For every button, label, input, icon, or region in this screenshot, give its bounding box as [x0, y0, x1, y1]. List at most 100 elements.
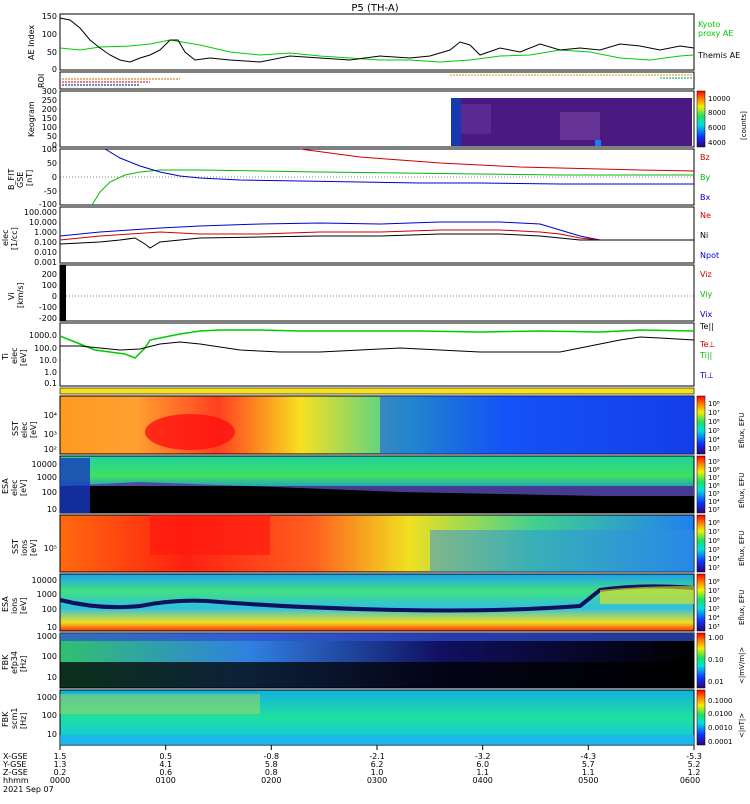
svg-text:10³: 10³: [708, 445, 720, 453]
x-axis-rows: X-GSE Y-GSE Z-GSE hhmm 2021 Sep 07 1.5 0…: [2, 752, 702, 794]
svg-text:1.1: 1.1: [582, 768, 595, 777]
svg-text:elec: elec: [1, 230, 10, 246]
svg-text:6.0: 6.0: [476, 760, 489, 769]
themis-ae-legend: Themis AE: [697, 51, 740, 60]
svg-text:<|mV/m|>: <|mV/m|>: [738, 647, 746, 684]
keogram-cbar-label: [counts]: [740, 111, 748, 140]
svg-text:[eV]: [eV]: [19, 597, 28, 614]
svg-text:[eV]: [eV]: [19, 479, 28, 496]
svg-text:10⁹: 10⁹: [708, 458, 720, 466]
by-line: [91, 169, 694, 206]
svg-text:100: 100: [42, 281, 57, 290]
svg-text:0600: 0600: [680, 776, 700, 785]
velocity-panel: 200 100 0 -100 -200 Vi [km/s] Viz Viy Vi…: [7, 264, 713, 323]
svg-text:1.000: 1.000: [34, 228, 57, 237]
svg-text:Z-GSE: Z-GSE: [3, 768, 28, 777]
temp-yticks: 1000.0 100.0 10.0 1.0 0.1: [29, 331, 57, 388]
svg-text:10: 10: [47, 730, 57, 739]
svg-text:1.2: 1.2: [688, 768, 701, 777]
svg-text:Eflux, EFU: Eflux, EFU: [738, 473, 746, 508]
keogram-panel: 300 250 200 150 100 50 0 Keogram 10000 8…: [27, 87, 748, 150]
bfield-yticks: 100 50 0 -50 -100: [39, 145, 57, 209]
sst-elec-yticks: 10⁴ 10³ 10²: [44, 411, 57, 454]
esa-ion-yticks: 10000 1000 100 10: [32, 576, 57, 632]
svg-text:0.0001: 0.0001: [708, 738, 733, 746]
svg-text:10⁷: 10⁷: [708, 587, 720, 595]
svg-text:10⁴: 10⁴: [708, 436, 720, 444]
svg-text:<|nT|>: <|nT|>: [738, 713, 746, 738]
svg-text:0.0100: 0.0100: [708, 710, 733, 718]
svg-text:[Hz]: [Hz]: [19, 713, 28, 729]
svg-text:elec: elec: [20, 422, 29, 438]
svg-text:Te||: Te||: [699, 322, 714, 331]
svg-text:10³: 10³: [708, 623, 720, 631]
svg-text:Ti: Ti: [1, 353, 10, 361]
svg-text:elec: elec: [10, 480, 19, 496]
svg-text:Ti||: Ti||: [699, 351, 712, 360]
svg-text:0: 0: [52, 173, 57, 182]
svg-text:1000: 1000: [37, 632, 57, 641]
svg-text:FBK: FBK: [1, 654, 10, 670]
svg-text:Bx: Bx: [700, 193, 710, 202]
svg-text:5.8: 5.8: [265, 760, 278, 769]
svg-text:-200: -200: [39, 314, 57, 323]
svg-text:10000: 10000: [708, 95, 730, 103]
svg-text:150: 150: [42, 12, 57, 21]
svg-text:[1/cc]: [1/cc]: [10, 227, 19, 250]
svg-text:1.0: 1.0: [371, 768, 384, 777]
svg-text:elec: elec: [10, 348, 19, 364]
svg-text:0200: 0200: [261, 776, 281, 785]
svg-text:Eflux, EFU: Eflux, EFU: [738, 413, 746, 448]
svg-text:10000: 10000: [32, 460, 57, 469]
svg-text:-0.8: -0.8: [263, 752, 279, 761]
svg-text:0.1000: 0.1000: [708, 697, 733, 705]
svg-text:10⁸: 10⁸: [708, 400, 720, 408]
svg-text:200: 200: [42, 270, 57, 279]
svg-text:ESA: ESA: [1, 478, 10, 494]
svg-text:0.8: 0.8: [265, 768, 278, 777]
ni-line: [59, 233, 694, 249]
proxy-ae-legend: proxy AE: [698, 29, 733, 38]
svg-text:ions: ions: [10, 598, 19, 614]
svg-text:10⁴: 10⁴: [708, 614, 720, 622]
svg-text:10²: 10²: [44, 445, 57, 454]
svg-text:10⁶: 10⁶: [708, 482, 720, 490]
svg-text:0: 0: [52, 141, 57, 150]
svg-text:10⁵: 10⁵: [708, 546, 720, 554]
svg-text:Bz: Bz: [700, 153, 710, 162]
svg-text:Npot: Npot: [700, 251, 719, 260]
svg-text:-5.3: -5.3: [686, 752, 702, 761]
ae-panel: 150 100 50 0 AE Index Kyoto proxy AE The…: [27, 12, 740, 74]
svg-text:[km/s]: [km/s]: [16, 282, 25, 308]
svg-text:1000: 1000: [37, 590, 57, 599]
svg-text:4.1: 4.1: [159, 760, 172, 769]
svg-text:10⁶: 10⁶: [708, 418, 720, 426]
svg-text:hhmm: hhmm: [3, 776, 29, 785]
svg-text:0.01: 0.01: [708, 678, 724, 686]
svg-text:SST: SST: [11, 421, 20, 436]
svg-text:10⁴: 10⁴: [708, 498, 720, 506]
svg-text:100: 100: [42, 605, 57, 614]
density-panel: 100.000 10.000 1.000 0.100 0.010 0.001 e…: [1, 206, 719, 267]
svg-text:10⁷: 10⁷: [708, 474, 720, 482]
svg-text:0300: 0300: [367, 776, 387, 785]
kyoto-legend: Kyoto: [698, 20, 720, 29]
svg-text:10⁷: 10⁷: [708, 409, 720, 417]
svg-text:300: 300: [42, 87, 57, 96]
plot-title: P5 (TH-A): [351, 3, 398, 14]
esa-elec-panel: 10000 1000 100 10 ESA elec [eV] 10⁹ 10⁸ …: [1, 455, 746, 514]
svg-text:1000: 1000: [37, 473, 57, 482]
svg-text:X-GSE: X-GSE: [3, 752, 28, 761]
svg-text:B_FIT: B_FIT: [7, 169, 16, 190]
svg-text:100.0: 100.0: [34, 344, 57, 353]
svg-text:Ne: Ne: [700, 211, 711, 220]
bx-line: [104, 148, 694, 185]
svg-text:100.000: 100.000: [24, 208, 57, 217]
npot-line: [59, 221, 694, 241]
sst-elec-colorbar: [696, 395, 706, 455]
fbk-scm-panel: 1000 100 10 FBK scm1 [Hz] 0.1000 0.0100 …: [1, 689, 746, 746]
svg-text:ions: ions: [20, 540, 29, 556]
svg-text:Te⊥: Te⊥: [699, 340, 715, 349]
